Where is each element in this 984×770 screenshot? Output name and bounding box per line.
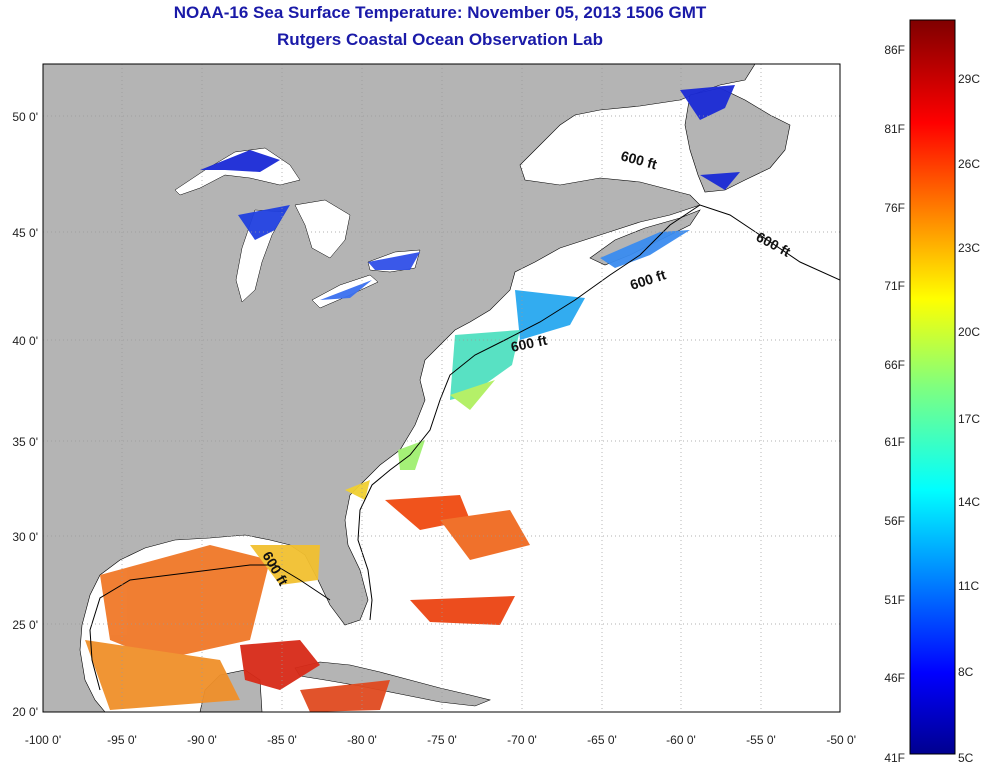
cb-c-label: 23C xyxy=(958,241,980,255)
cb-f-label: 76F xyxy=(884,201,905,215)
colorbar-fahrenheit: 86F 81F 76F 71F 66F 61F 56F 51F 46F 41F xyxy=(884,43,905,765)
lat-tick: 45 0' xyxy=(12,226,38,240)
sst-observations xyxy=(85,85,740,712)
cb-f-label: 56F xyxy=(884,514,905,528)
lon-tick: -50 0' xyxy=(826,733,856,747)
cb-f-label: 66F xyxy=(884,358,905,372)
lon-tick: -70 0' xyxy=(507,733,537,747)
lon-tick: -85 0' xyxy=(267,733,297,747)
lat-tick: 35 0' xyxy=(12,435,38,449)
lat-tick: 20 0' xyxy=(12,705,38,719)
cb-c-label: 29C xyxy=(958,72,980,86)
isobath-600ft xyxy=(89,204,840,691)
lon-tick: -55 0' xyxy=(746,733,776,747)
cb-f-label: 46F xyxy=(884,671,905,685)
isobath-label: 600 ft xyxy=(509,332,548,355)
cb-c-label: 20C xyxy=(958,325,980,339)
cb-c-label: 14C xyxy=(958,495,980,509)
colorbar xyxy=(909,19,956,755)
lat-axis: 20 0' 25 0' 30 0' 35 0' 40 0' 45 0' 50 0… xyxy=(12,110,38,719)
lon-tick: -95 0' xyxy=(107,733,137,747)
cb-f-label: 81F xyxy=(884,122,905,136)
map-subtitle: Rutgers Coastal Ocean Observation Lab xyxy=(277,30,603,49)
cb-c-label: 11C xyxy=(958,579,979,593)
cb-c-label: 17C xyxy=(958,412,980,426)
map-grid xyxy=(43,64,840,712)
land-cuba xyxy=(294,661,491,707)
colorbar-celsius: 29C 26C 23C 20C 17C 14C 11C 8C 5C xyxy=(958,72,980,765)
lat-tick: 40 0' xyxy=(12,334,38,348)
land-north-america xyxy=(43,64,756,712)
cb-c-label: 5C xyxy=(958,751,974,765)
lon-tick: -80 0' xyxy=(347,733,377,747)
cb-f-label: 41F xyxy=(884,751,905,765)
cb-f-label: 86F xyxy=(884,43,905,57)
lake-huron xyxy=(294,199,351,259)
lon-tick: -90 0' xyxy=(187,733,217,747)
lon-tick: -65 0' xyxy=(587,733,617,747)
lat-tick: 25 0' xyxy=(12,618,38,632)
map-title: NOAA-16 Sea Surface Temperature: Novembe… xyxy=(173,3,707,22)
lat-tick: 50 0' xyxy=(12,110,38,124)
cb-c-label: 8C xyxy=(958,665,974,679)
map-border xyxy=(42,63,841,713)
lon-tick: -60 0' xyxy=(666,733,696,747)
cb-f-label: 51F xyxy=(884,593,905,607)
cb-c-label: 26C xyxy=(958,157,980,171)
cb-f-label: 61F xyxy=(884,435,905,449)
cb-f-label: 71F xyxy=(884,279,905,293)
lon-tick: -75 0' xyxy=(427,733,457,747)
lon-axis: -100 0' -95 0' -90 0' -85 0' -80 0' -75 … xyxy=(25,733,856,747)
lon-tick: -100 0' xyxy=(25,733,61,747)
lat-tick: 30 0' xyxy=(12,530,38,544)
